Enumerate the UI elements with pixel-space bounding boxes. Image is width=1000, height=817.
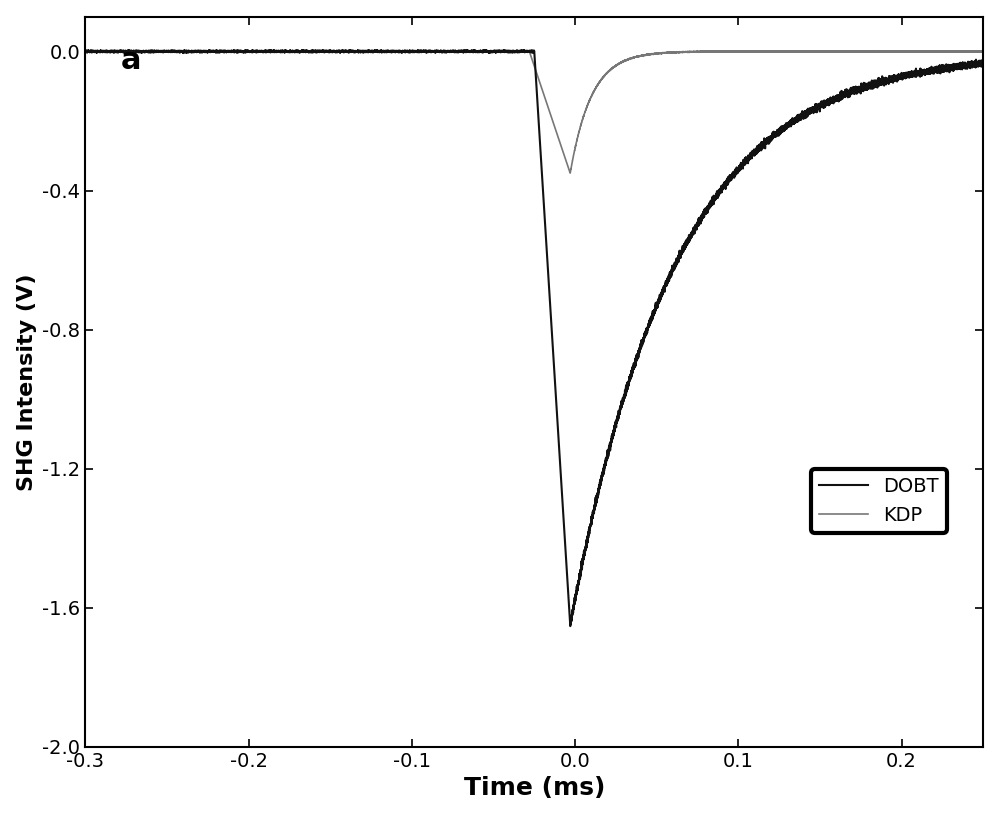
- Y-axis label: SHG Intensity (V): SHG Intensity (V): [17, 273, 37, 490]
- KDP: [652, 48, 664, 58]
- KDP: [79, 47, 91, 56]
- Text: a: a: [121, 46, 142, 75]
- KDP: [975, 47, 987, 56]
- KDP: [885, 47, 897, 56]
- DOBT: [564, 621, 576, 631]
- DOBT: [977, 60, 989, 69]
- DOBT: [79, 47, 91, 57]
- Legend: DOBT, KDP: DOBT, KDP: [811, 470, 947, 533]
- X-axis label: Time (ms): Time (ms): [464, 776, 605, 801]
- Line: DOBT: DOBT: [85, 50, 983, 626]
- KDP: [483, 47, 495, 56]
- DOBT: [652, 294, 664, 304]
- DOBT: [885, 72, 897, 82]
- DOBT: [860, 83, 872, 92]
- KDP: [965, 47, 977, 56]
- DOBT: [123, 45, 135, 55]
- KDP: [337, 46, 349, 56]
- KDP: [564, 168, 576, 178]
- DOBT: [975, 60, 987, 69]
- DOBT: [965, 57, 977, 67]
- DOBT: [483, 47, 495, 56]
- KDP: [860, 47, 872, 56]
- KDP: [977, 47, 989, 56]
- Line: KDP: KDP: [85, 51, 983, 173]
